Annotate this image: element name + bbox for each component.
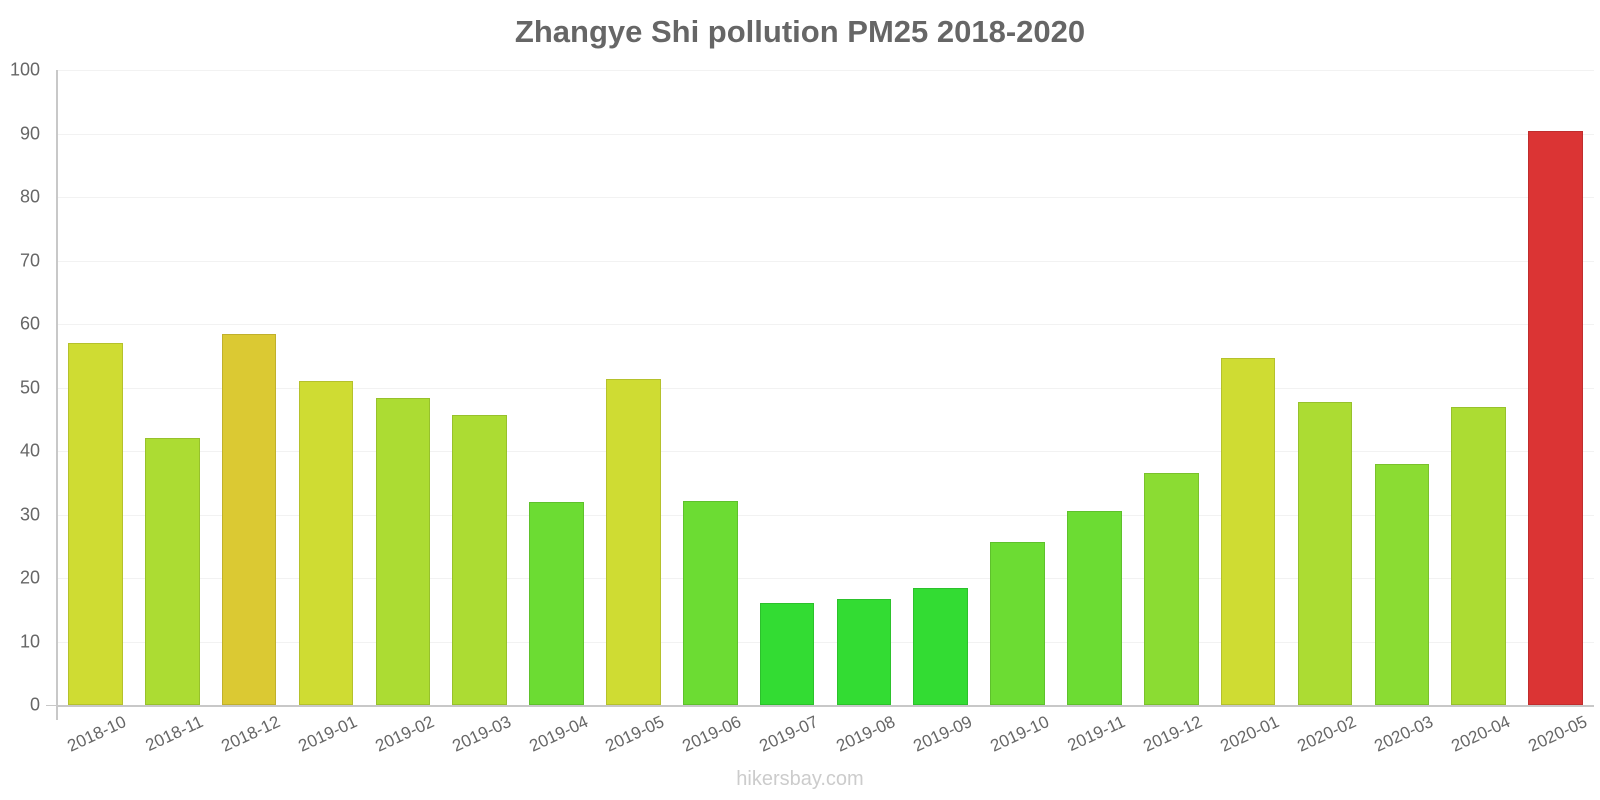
x-tick-label: 2019-03 bbox=[449, 712, 514, 756]
gridline bbox=[57, 324, 1594, 325]
bar-2019-09[interactable] bbox=[913, 588, 969, 705]
y-tick-label: 50 bbox=[19, 377, 40, 397]
y-tick-label: 80 bbox=[19, 186, 40, 207]
bar-2018-10[interactable] bbox=[68, 343, 123, 705]
source-watermark: hikersbay.com bbox=[736, 768, 864, 790]
y-tick-label: 100 bbox=[9, 59, 40, 80]
x-tick-label: 2019-05 bbox=[602, 712, 668, 756]
y-tick-label: 20 bbox=[19, 567, 40, 588]
bar-2019-12[interactable] bbox=[1144, 473, 1199, 705]
x-tick-label: 2019-11 bbox=[1065, 712, 1129, 756]
bar-2018-11[interactable] bbox=[144, 437, 200, 705]
chart-title: Zhangye Shi pollution PM25 2018-2020 bbox=[514, 14, 1086, 49]
x-tick-label: 2020-03 bbox=[1371, 712, 1436, 756]
x-tick-label: 2020-02 bbox=[1294, 712, 1360, 756]
bar-2019-06[interactable] bbox=[682, 500, 738, 705]
x-tick-label: 2020-04 bbox=[1448, 712, 1513, 756]
y-tick-label: 70 bbox=[19, 250, 40, 270]
x-tick-label: 2018-10 bbox=[64, 712, 130, 756]
bar-2019-08[interactable] bbox=[836, 598, 892, 705]
y-tick-label: 30 bbox=[19, 504, 40, 524]
gridline bbox=[57, 387, 1594, 389]
bar-2019-03[interactable] bbox=[452, 414, 507, 705]
x-tick-label: 2020-01 bbox=[1217, 712, 1283, 756]
gridline bbox=[57, 70, 1594, 71]
bar-2019-11[interactable] bbox=[1067, 511, 1122, 705]
bar-2020-02[interactable] bbox=[1297, 402, 1353, 705]
bar-2020-01[interactable] bbox=[1220, 358, 1276, 705]
bar-2020-05[interactable] bbox=[1528, 130, 1583, 705]
plot-area bbox=[57, 70, 1594, 705]
x-tick-label: 2019-01 bbox=[295, 712, 360, 756]
bar-2019-02[interactable] bbox=[375, 397, 431, 705]
bar-2019-10[interactable] bbox=[990, 542, 1045, 705]
x-tick-label: 2019-04 bbox=[525, 712, 591, 756]
bar-2019-04[interactable] bbox=[529, 501, 584, 705]
gridline bbox=[57, 514, 1594, 516]
y-tick-label: 60 bbox=[19, 313, 40, 334]
y-tick-label: 10 bbox=[19, 631, 40, 651]
gridline bbox=[57, 451, 1594, 452]
gridline bbox=[57, 260, 1594, 262]
x-tick-label: 2018-12 bbox=[218, 712, 284, 756]
gridline bbox=[57, 578, 1594, 579]
y-tick-label: 0 bbox=[29, 694, 40, 715]
x-tick-label: 2019-10 bbox=[987, 712, 1052, 756]
gridline bbox=[57, 641, 1594, 643]
gridline bbox=[57, 133, 1594, 135]
x-tick-label: 2018-11 bbox=[142, 712, 207, 756]
bar-2020-04[interactable] bbox=[1451, 407, 1506, 705]
x-tick-label: 2019-08 bbox=[833, 712, 898, 756]
y-tick-label: 40 bbox=[19, 440, 40, 461]
bar-2019-01[interactable] bbox=[298, 381, 354, 705]
bar-2020-03[interactable] bbox=[1374, 464, 1430, 705]
x-tick-label: 2019-12 bbox=[1140, 712, 1206, 756]
bar-2019-07[interactable] bbox=[759, 602, 815, 705]
bar-2019-05[interactable] bbox=[606, 379, 661, 705]
x-tick-label: 2019-09 bbox=[910, 712, 975, 756]
y-tick-mark bbox=[46, 705, 56, 706]
bar-2018-12[interactable] bbox=[221, 334, 277, 705]
x-tick-label: 2019-02 bbox=[372, 712, 437, 756]
x-axis-line bbox=[57, 705, 1594, 707]
y-tick-label: 90 bbox=[19, 123, 40, 143]
x-tick-label: 2020-05 bbox=[1525, 712, 1590, 756]
gridline bbox=[57, 197, 1594, 198]
x-tick-label: 2019-06 bbox=[679, 712, 745, 756]
x-tick-label: 2019-07 bbox=[756, 712, 822, 756]
y-axis-line bbox=[56, 70, 58, 720]
